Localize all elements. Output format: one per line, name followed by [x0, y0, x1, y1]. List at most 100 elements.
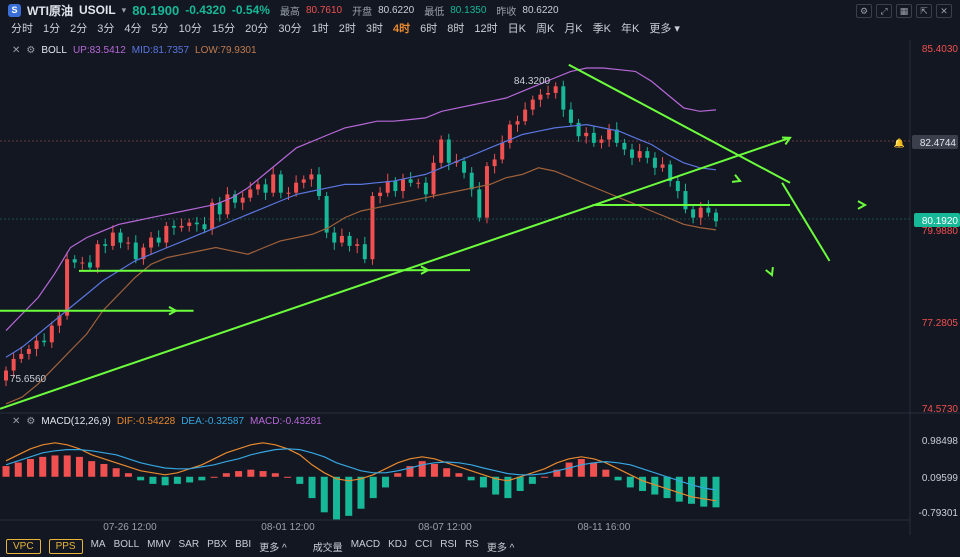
- candle-body: [385, 181, 390, 193]
- period-1[interactable]: 1分: [43, 23, 61, 35]
- window-buttons: ⚙ ⤢ ▦ ⇱ ✕: [856, 4, 952, 18]
- price-change: -0.4320: [185, 3, 226, 17]
- period-18[interactable]: 周K: [535, 23, 555, 35]
- candle-body: [301, 179, 306, 183]
- macd-bar: [418, 461, 426, 477]
- candle-body: [637, 151, 642, 158]
- macd-bar: [651, 476, 659, 495]
- period-4[interactable]: 4分: [124, 23, 142, 35]
- macd-bar: [602, 469, 610, 477]
- candle-body: [538, 94, 543, 100]
- period-12[interactable]: 3时: [365, 23, 383, 35]
- macd-bar: [173, 476, 181, 484]
- candle-body: [630, 149, 635, 158]
- candle-body: [622, 142, 627, 150]
- main-indicators: MA BOLL MMV SAR PBX BBI 更多 ^: [91, 539, 287, 554]
- candle-body: [675, 181, 680, 192]
- vpc-button[interactable]: VPC: [6, 538, 41, 554]
- period-17[interactable]: 日K: [507, 23, 526, 35]
- period-3[interactable]: 3分: [97, 23, 115, 35]
- pps-button[interactable]: PPS: [48, 538, 83, 554]
- symbol-code[interactable]: USOIL: [79, 3, 116, 17]
- period-20[interactable]: 季K: [592, 23, 611, 35]
- candle-body: [233, 194, 238, 203]
- macd-bar: [553, 469, 561, 477]
- period-9[interactable]: 30分: [278, 23, 302, 35]
- candle-body: [19, 353, 24, 359]
- left-inds-item-2[interactable]: MMV: [147, 538, 171, 550]
- macd-bar: [369, 476, 377, 499]
- indicator-settings-icon[interactable]: ⚙: [26, 45, 36, 56]
- remove-macd-icon[interactable]: ✕: [12, 416, 21, 427]
- macd-tick-2: -0.79301: [919, 508, 959, 519]
- macd-bar: [528, 476, 536, 484]
- period-19[interactable]: 月K: [564, 23, 583, 35]
- chart-settings-icon[interactable]: ⚙: [856, 4, 872, 18]
- left-inds-item-4[interactable]: PBX: [207, 538, 228, 550]
- right-inds-item-1[interactable]: MACD: [350, 538, 381, 550]
- candle-body: [80, 262, 85, 264]
- period-16[interactable]: 12时: [474, 23, 498, 35]
- period-15[interactable]: 8时: [447, 23, 465, 35]
- right-inds-item-6[interactable]: 更多 ^: [486, 542, 515, 554]
- candle-body: [500, 142, 505, 160]
- candle-body: [133, 242, 138, 260]
- macd-bar: [700, 476, 708, 507]
- right-inds-item-5[interactable]: RS: [464, 538, 479, 550]
- low-value: 80.1350: [450, 4, 487, 16]
- macd-bar: [26, 458, 34, 477]
- candle-body: [614, 129, 619, 143]
- candle-body: [400, 179, 405, 192]
- period-6[interactable]: 10分: [178, 23, 202, 35]
- macd-settings-icon[interactable]: ⚙: [26, 416, 36, 427]
- period-7[interactable]: 15分: [211, 23, 236, 35]
- period-13[interactable]: 4时: [393, 23, 411, 35]
- macd-bar: [345, 476, 353, 516]
- right-inds-item-3[interactable]: CCI: [415, 538, 433, 550]
- left-inds-item-6[interactable]: 更多 ^: [259, 542, 287, 554]
- macd-bar: [284, 476, 292, 478]
- period-22[interactable]: 更多 ▾: [649, 23, 680, 35]
- left-inds-item-0[interactable]: MA: [90, 538, 106, 550]
- fullscreen-icon[interactable]: ⤢: [876, 4, 892, 18]
- macd-bar: [541, 476, 549, 478]
- boll-up-value: UP:83.5412: [72, 45, 126, 56]
- symbol-dropdown-icon[interactable]: ▾: [121, 4, 127, 15]
- expand-icon[interactable]: ⇱: [916, 4, 932, 18]
- candle-body: [179, 225, 184, 228]
- price-tick-0: 85.4030: [922, 44, 959, 55]
- right-inds-item-2[interactable]: KDJ: [388, 538, 408, 550]
- macd-tick-0: 0.98498: [922, 436, 959, 447]
- period-21[interactable]: 年K: [621, 23, 640, 35]
- remove-indicator-icon[interactable]: ✕: [12, 45, 21, 56]
- macd-bar: [137, 476, 145, 481]
- period-8[interactable]: 20分: [245, 23, 269, 35]
- period-14[interactable]: 6时: [420, 23, 438, 35]
- symbol-name[interactable]: WTI原油: [27, 3, 73, 18]
- left-inds-item-5[interactable]: BBI: [235, 538, 252, 550]
- right-inds-item-4[interactable]: RSI: [440, 538, 457, 550]
- last-price-tag-bg: [914, 213, 960, 227]
- candle-body: [65, 259, 70, 316]
- last-price: 80.1900: [132, 2, 180, 18]
- close-icon[interactable]: ✕: [936, 4, 952, 18]
- candle-body: [34, 340, 39, 349]
- period-10[interactable]: 1时: [311, 23, 329, 35]
- compare-icon[interactable]: ▦: [896, 4, 912, 18]
- period-5[interactable]: 5分: [151, 23, 169, 35]
- macd-bar: [149, 476, 157, 484]
- macd-dif-value: DIF:-0.54228: [116, 416, 176, 427]
- left-inds-item-3[interactable]: SAR: [178, 538, 200, 550]
- candle-body: [546, 92, 551, 95]
- macd-bar: [39, 456, 47, 477]
- period-2[interactable]: 2分: [70, 23, 88, 35]
- left-inds-item-1[interactable]: BOLL: [113, 538, 140, 550]
- candle-body: [171, 225, 176, 228]
- right-inds-item-0[interactable]: 成交量: [312, 542, 343, 554]
- macd-bar: [467, 476, 475, 481]
- period-11[interactable]: 2时: [338, 23, 356, 35]
- period-0[interactable]: 分时: [11, 23, 33, 35]
- macd-bar: [186, 476, 194, 483]
- candle-body: [87, 262, 92, 268]
